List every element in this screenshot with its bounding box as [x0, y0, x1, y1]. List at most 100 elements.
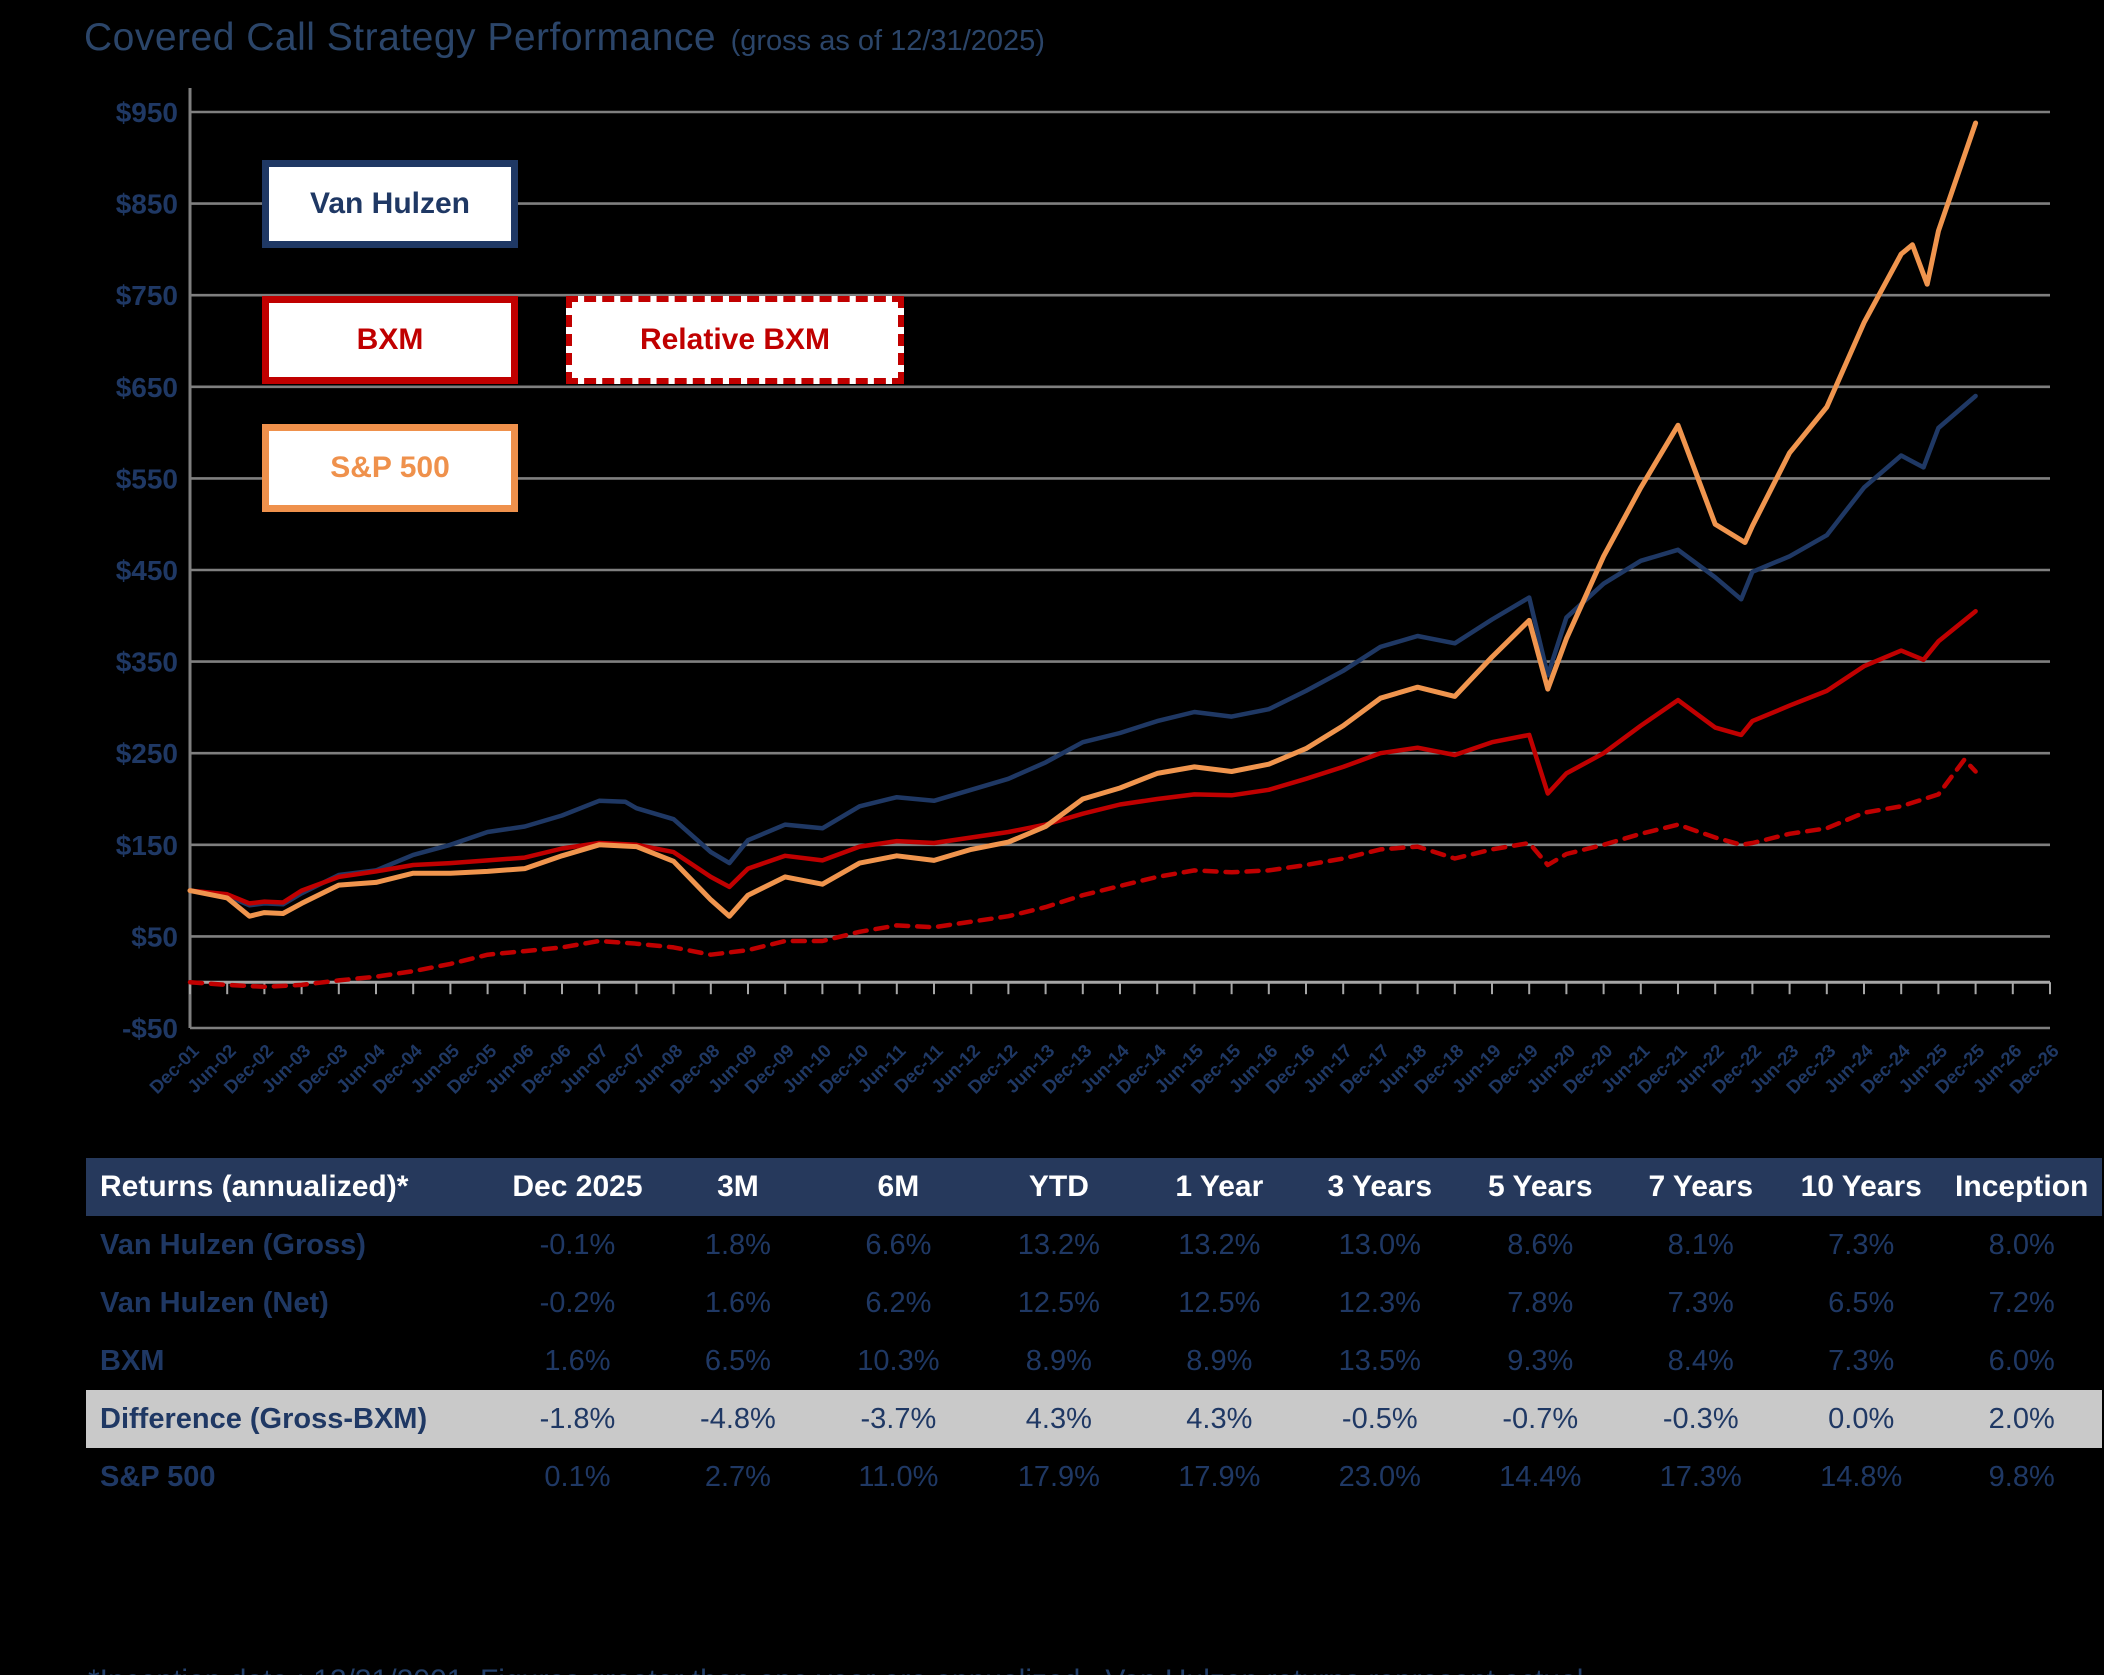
- y-axis-tick-label: $650: [116, 372, 178, 403]
- return-value-cell: -0.2%: [539, 1286, 616, 1319]
- return-value-cell: 8.9%: [1025, 1344, 1092, 1377]
- return-value-cell: 2.0%: [1941, 1390, 2102, 1448]
- return-value-cell: 0.0%: [1780, 1390, 1942, 1448]
- y-axis-tick-label: $550: [116, 463, 178, 494]
- series-line-s-p-500: [187, 120, 1979, 919]
- y-axis-tick-label: $350: [116, 647, 178, 678]
- chart-title-qualifier: (gross as of 12/31/2025): [730, 25, 1045, 57]
- return-value-cell: 7.2%: [1988, 1286, 2055, 1319]
- column-header: 1 Year: [1139, 1158, 1300, 1216]
- page-title: Covered Call Strategy Performance (gross…: [84, 16, 1045, 60]
- return-value-cell: 7.8%: [1507, 1286, 1574, 1319]
- table-header-row: Returns (annualized)* Dec 2025 3M 6M YTD 1 Ye…: [86, 1158, 2102, 1216]
- return-value-cell: -0.3%: [1620, 1390, 1781, 1448]
- performance-chart: $950 $850 $750 $650 $550 $450 $350 $250 $150 $50 -…: [116, 88, 2063, 1098]
- table-row: S&P 500 0.1% 2.7% 11.0% 17.9% 17.9% 23.0% 14.4%…: [86, 1448, 2102, 1506]
- column-header: 7 Years: [1620, 1158, 1781, 1216]
- return-value-cell: 8.9%: [1186, 1344, 1253, 1377]
- return-value-cell: -3.7%: [818, 1390, 979, 1448]
- return-value-cell: 13.2%: [1178, 1228, 1261, 1261]
- return-value-cell: 17.9%: [1017, 1460, 1100, 1493]
- row-label: BXM: [100, 1344, 165, 1377]
- legend-bxm-label: BXM: [356, 323, 424, 356]
- return-value-cell: 4.3%: [1139, 1390, 1300, 1448]
- return-value-cell: -0.7%: [1460, 1390, 1621, 1448]
- table-row: BXM 1.6% 6.5% 10.3% 8.9% 8.9% 13.5% 9.3% 8.4% 7.3…: [86, 1332, 2102, 1390]
- return-value-cell: 0.1%: [544, 1460, 611, 1493]
- legend-relative-bxm-label: Relative BXM: [639, 323, 831, 356]
- return-value-cell: 8.0%: [1988, 1228, 2055, 1261]
- column-header: Inception: [1941, 1158, 2102, 1216]
- series-line-relative-bxm: [187, 757, 1978, 990]
- return-value-cell: 14.4%: [1499, 1460, 1582, 1493]
- footnote: *Inception date : 12/31/2001. Figures gr…: [88, 1568, 1648, 1675]
- return-value-cell: 13.5%: [1338, 1344, 1421, 1377]
- y-axis-tick-label: $450: [116, 555, 178, 586]
- return-value-cell: 4.3%: [978, 1390, 1140, 1448]
- row-label: Difference (Gross-BXM): [86, 1390, 498, 1448]
- return-value-cell: 2.7%: [704, 1460, 771, 1493]
- chart-title: Covered Call Strategy Performance: [84, 16, 717, 59]
- return-value-cell: 9.8%: [1988, 1460, 2055, 1493]
- return-value-cell: 7.3%: [1667, 1286, 1734, 1319]
- series-line-van-hulzen: [187, 393, 1978, 908]
- y-axis-tick-label: $50: [131, 921, 178, 952]
- table-row: Van Hulzen (Gross) -0.1% 1.8% 6.6% 13.2% 13.2…: [86, 1216, 2102, 1274]
- column-header: 6M: [818, 1158, 979, 1216]
- return-value-cell: -4.8%: [657, 1390, 819, 1448]
- column-header: 3 Years: [1299, 1158, 1461, 1216]
- return-value-cell: 12.3%: [1338, 1286, 1421, 1319]
- return-value-cell: 12.5%: [1017, 1286, 1100, 1319]
- series-line-bxm: [187, 608, 1978, 906]
- table-row: Van Hulzen (Net) -0.2% 1.6% 6.2% 12.5% 12.5% 1…: [86, 1274, 2102, 1332]
- return-value-cell: 1.8%: [704, 1228, 771, 1261]
- column-header: 3M: [657, 1158, 819, 1216]
- legend-van-hulzen: Van Hulzen: [262, 160, 518, 248]
- return-value-cell: 12.5%: [1178, 1286, 1261, 1319]
- return-value-cell: 8.6%: [1507, 1228, 1574, 1261]
- column-header: 10 Years: [1780, 1158, 1942, 1216]
- returns-table: Returns (annualized)* Dec 2025 3M 6M YTD 1 Ye…: [86, 1158, 2102, 1506]
- return-value-cell: 10.3%: [857, 1344, 940, 1377]
- legend-van-hulzen-label: Van Hulzen: [309, 187, 471, 220]
- return-value-cell: 6.6%: [865, 1228, 932, 1261]
- table-row: Difference (Gross-BXM) -1.8% -4.8% -3.7% 4.3…: [86, 1390, 2102, 1448]
- return-value-cell: 6.5%: [704, 1344, 771, 1377]
- row-label: Van Hulzen (Net): [100, 1286, 329, 1319]
- return-value-cell: 7.3%: [1828, 1228, 1895, 1261]
- column-header: Returns (annualized)*: [86, 1158, 498, 1216]
- y-axis-tick-label: $850: [116, 189, 178, 220]
- column-header: YTD: [978, 1158, 1140, 1216]
- return-value-cell: 8.4%: [1667, 1344, 1734, 1377]
- return-value-cell: 8.1%: [1667, 1228, 1734, 1261]
- return-value-cell: 13.2%: [1017, 1228, 1100, 1261]
- y-axis-tick-label: $250: [116, 738, 178, 769]
- return-value-cell: 11.0%: [858, 1460, 939, 1493]
- column-header: Dec 2025: [497, 1158, 658, 1216]
- y-axis-tick-label: $150: [116, 830, 178, 861]
- return-value-cell: 17.3%: [1659, 1460, 1742, 1493]
- return-value-cell: 1.6%: [704, 1286, 771, 1319]
- footnote-line-1: *Inception date : 12/31/2001. Figures gr…: [88, 1658, 1648, 1675]
- y-axis-tick-label: $750: [116, 280, 178, 311]
- return-value-cell: 6.0%: [1988, 1344, 2055, 1377]
- legend-sp500: S&P 500: [262, 424, 518, 512]
- return-value-cell: 17.9%: [1178, 1460, 1261, 1493]
- legend-relative-bxm: Relative BXM: [566, 296, 904, 384]
- return-value-cell: 7.3%: [1828, 1344, 1895, 1377]
- return-value-cell: 9.3%: [1507, 1344, 1574, 1377]
- row-label: S&P 500: [100, 1460, 216, 1493]
- column-header: 5 Years: [1460, 1158, 1621, 1216]
- return-value-cell: -0.1%: [539, 1228, 616, 1261]
- return-value-cell: -0.5%: [1299, 1390, 1461, 1448]
- return-value-cell: 6.5%: [1828, 1286, 1895, 1319]
- legend-sp500-label: S&P 500: [330, 451, 450, 484]
- return-value-cell: 14.8%: [1820, 1460, 1903, 1493]
- return-value-cell: 1.6%: [544, 1344, 611, 1377]
- y-axis-tick-label: $950: [116, 97, 178, 128]
- legend-bxm: BXM: [262, 296, 518, 384]
- y-axis-tick-label: -$50: [122, 1013, 178, 1044]
- row-label: Van Hulzen (Gross): [100, 1228, 366, 1261]
- return-value-cell: 6.2%: [865, 1286, 932, 1319]
